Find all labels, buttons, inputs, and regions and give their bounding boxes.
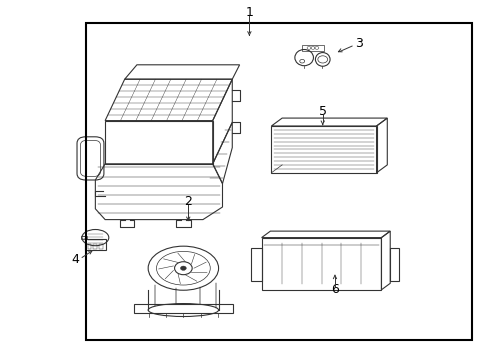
Text: 4: 4	[72, 253, 80, 266]
Text: 6: 6	[330, 283, 338, 296]
Bar	[134, 303, 232, 312]
Bar	[250, 248, 261, 281]
Bar	[261, 238, 381, 290]
Bar	[271, 126, 376, 173]
Bar	[81, 236, 86, 239]
Text: 1: 1	[245, 6, 253, 19]
Bar	[85, 23, 471, 340]
Bar	[99, 244, 103, 249]
Text: 5: 5	[318, 105, 326, 118]
Circle shape	[180, 266, 186, 270]
Bar	[93, 244, 97, 249]
Bar	[389, 248, 398, 281]
Bar	[87, 244, 91, 249]
Text: 3: 3	[355, 37, 363, 50]
Text: 2: 2	[184, 195, 192, 208]
Bar	[84, 239, 106, 250]
Bar	[302, 45, 323, 51]
